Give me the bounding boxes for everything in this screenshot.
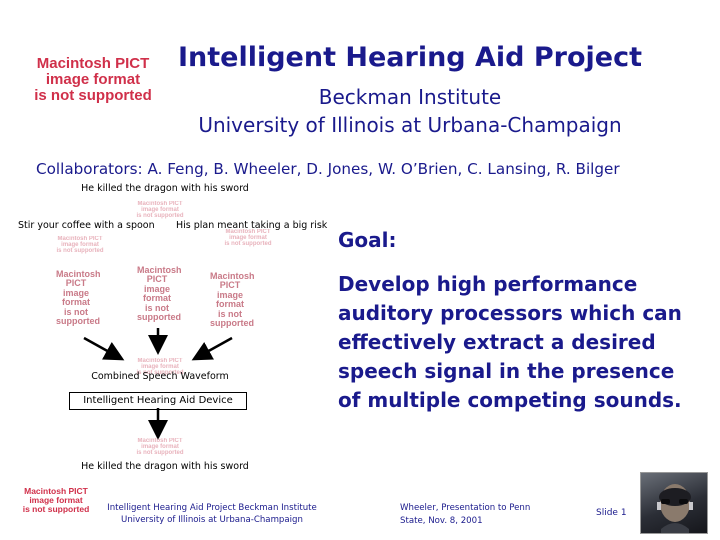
arrow-right xyxy=(191,336,233,361)
footer-presenter-line-2: State, Nov. 8, 2001 xyxy=(400,516,483,526)
footer-project-line-1: Intelligent Hearing Aid Project Beckman … xyxy=(107,503,317,513)
diagram-arrows xyxy=(83,328,233,440)
pict-line-2: image format xyxy=(45,70,141,88)
presenter-photo xyxy=(640,472,708,534)
pict-line-3: is not supported xyxy=(34,86,152,104)
pict-placeholder-footer: Macintosh PICT image format is not suppo… xyxy=(22,486,90,514)
pict-placeholder-left-tall: Macintosh PICT image format is not suppo… xyxy=(56,269,101,327)
pict-line-1: Macintosh PICT xyxy=(36,55,150,72)
footer-presenter: Wheeler, Presentation to Penn State, Nov… xyxy=(400,502,560,528)
pict-placeholder-center-tall: Macintosh PICT image format is not suppo… xyxy=(137,265,182,323)
pict-placeholder-right-small: Macintosh PICT image format is not suppo… xyxy=(224,229,272,247)
hearing-aid-device-box: Intelligent Hearing Aid Device xyxy=(69,392,247,410)
bottom-sentence: He killed the dragon with his sword xyxy=(81,461,249,472)
pict-placeholder-top-small: Macintosh PICT image format is not suppo… xyxy=(136,201,184,219)
pict-placeholder-bottom-small: Macintosh PICT image format is not suppo… xyxy=(136,438,184,456)
institute-name: Beckman Institute xyxy=(318,85,502,109)
left-sentence: Stir your coffee with a spoon xyxy=(18,220,155,231)
footer-presenter-line-1: Wheeler, Presentation to Penn xyxy=(400,503,531,513)
footer-project-line-2: University of Illinois at Urbana-Champai… xyxy=(121,515,303,525)
right-sentence: His plan meant taking a big risk xyxy=(176,220,328,231)
combined-waveform-label: Combined Speech Waveform xyxy=(91,371,229,382)
top-sentence: He killed the dragon with his sword xyxy=(81,183,249,194)
pict-placeholder-combined: Macintosh PICT image format is not suppo… xyxy=(136,358,184,376)
head-with-headset-icon xyxy=(657,484,693,533)
pict-placeholder-top-left: Macintosh PICT image format is not suppo… xyxy=(30,56,156,103)
slide-number: Slide 1 xyxy=(596,508,627,518)
arrow-left xyxy=(83,336,125,361)
pict-placeholder-left-small: Macintosh PICT image format is not suppo… xyxy=(56,236,104,254)
collaborators-line: Collaborators: A. Feng, B. Wheeler, D. J… xyxy=(36,160,620,178)
goal-heading: Goal: xyxy=(338,228,397,252)
pict-placeholder-right-tall: Macintosh PICT image format is not suppo… xyxy=(210,271,255,329)
university-name: University of Illinois at Urbana-Champai… xyxy=(198,113,622,137)
slide-title: Intelligent Hearing Aid Project xyxy=(177,42,643,73)
goal-body: Develop high performance auditory proces… xyxy=(338,272,682,412)
footer-project: Intelligent Hearing Aid Project Beckman … xyxy=(96,502,328,526)
